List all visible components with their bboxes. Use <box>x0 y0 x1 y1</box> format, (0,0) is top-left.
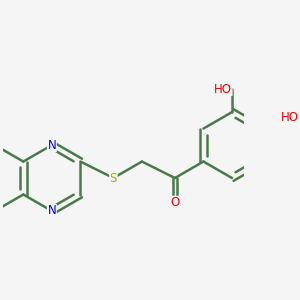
Text: O: O <box>170 196 179 209</box>
Text: HO: HO <box>214 82 232 95</box>
Text: N: N <box>47 205 56 218</box>
Text: HO: HO <box>280 110 298 124</box>
Text: S: S <box>110 172 117 184</box>
Text: N: N <box>47 139 56 152</box>
